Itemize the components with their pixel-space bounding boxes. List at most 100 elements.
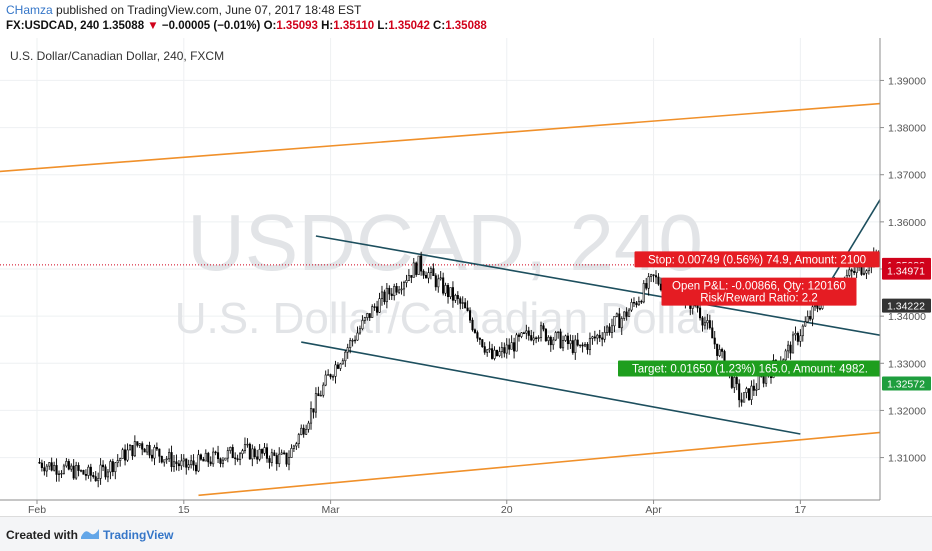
- down-arrow-icon: ▼: [147, 20, 158, 32]
- close-value: 1.35088: [445, 20, 487, 32]
- candle-body: [643, 283, 645, 302]
- candle-body: [352, 340, 354, 341]
- y-tick-label: 1.37000: [888, 170, 926, 182]
- candle-body: [337, 365, 339, 369]
- candle-body: [119, 459, 121, 461]
- candle-body: [293, 446, 295, 448]
- candle-body: [244, 445, 246, 451]
- candle-body: [599, 335, 601, 338]
- tradingview-brand[interactable]: TradingView: [103, 528, 173, 542]
- candle-body: [785, 351, 787, 360]
- low-label: L:: [377, 20, 388, 32]
- stop-label: Stop: 0.00749 (0.56%) 74.9, Amount: 2100: [635, 251, 880, 267]
- candle-body: [274, 453, 276, 456]
- candle-body: [812, 307, 814, 319]
- tradingview-logo-icon[interactable]: [80, 525, 100, 541]
- candle-body: [342, 361, 344, 364]
- candle-body: [584, 344, 586, 346]
- candle-body: [501, 348, 503, 352]
- candle-body: [183, 459, 185, 461]
- candle-body: [124, 450, 126, 460]
- candle-body: [278, 454, 280, 464]
- candle-body: [39, 462, 41, 463]
- candle-body: [743, 393, 745, 403]
- candle-body: [800, 336, 802, 342]
- candle-body: [489, 349, 491, 350]
- candle-body: [379, 299, 381, 313]
- candle-body: [530, 335, 532, 340]
- price-change: −0.00005 (−0.01%): [162, 20, 260, 32]
- candle-body: [428, 273, 430, 278]
- candle-body: [464, 303, 466, 308]
- candle-body: [93, 475, 95, 476]
- candle-body: [442, 278, 444, 293]
- candle-body: [704, 323, 706, 325]
- candle-body: [457, 295, 459, 298]
- candle-body: [508, 345, 510, 349]
- candle-body: [80, 470, 82, 471]
- candle-body: [707, 320, 709, 322]
- candle-body: [323, 385, 325, 395]
- candle-body: [48, 463, 50, 466]
- candle-body: [252, 449, 254, 459]
- candle-body: [269, 458, 271, 462]
- candle-body: [401, 289, 403, 290]
- candle-body: [592, 337, 594, 339]
- x-tick-label: 20: [501, 504, 513, 516]
- candle-body: [450, 288, 452, 297]
- candle-body: [61, 473, 63, 474]
- candle-body: [384, 292, 386, 302]
- candle-body: [102, 465, 104, 467]
- y-tick-label: 1.32000: [888, 405, 926, 417]
- candle-body: [523, 333, 525, 334]
- candle-body: [110, 462, 112, 472]
- candle-body: [181, 461, 183, 466]
- candle-body: [494, 350, 496, 358]
- candle-body: [173, 462, 175, 467]
- candle-body: [538, 338, 540, 339]
- candle-body: [127, 450, 129, 460]
- candle-body: [814, 306, 816, 307]
- chart-svg[interactable]: USDCAD, 240 U.S. Dollar/Canadian Dollar …: [0, 38, 932, 516]
- candle-body: [866, 271, 868, 274]
- candle-body: [367, 313, 369, 317]
- candle-body: [619, 314, 621, 328]
- candle-body: [636, 303, 638, 305]
- candle-body: [210, 462, 212, 464]
- last-price: 1.35088: [103, 20, 145, 32]
- candle-body: [386, 288, 388, 302]
- candle-body: [68, 461, 70, 469]
- candle-body: [44, 468, 46, 471]
- candle-body: [805, 322, 807, 326]
- candle-body: [738, 384, 740, 400]
- candle-body: [396, 286, 398, 292]
- candle-body: [97, 478, 99, 480]
- candle-body: [545, 329, 547, 341]
- candle-body: [792, 335, 794, 353]
- high-label: H:: [321, 20, 333, 32]
- candle-body: [604, 332, 606, 339]
- candle-body: [115, 463, 117, 472]
- candle-body: [90, 467, 92, 475]
- candle-body: [364, 318, 366, 321]
- candle-body: [88, 467, 90, 475]
- author-name[interactable]: CHamza: [6, 3, 53, 17]
- chart-area[interactable]: USDCAD, 240 U.S. Dollar/Canadian Dollar …: [0, 38, 932, 516]
- x-tick-label: Feb: [28, 504, 46, 516]
- candle-body: [645, 283, 647, 288]
- candle-body: [560, 332, 562, 348]
- candle-body: [349, 341, 351, 348]
- candle-body: [543, 326, 545, 329]
- candle-body: [445, 285, 447, 293]
- candle-body: [469, 311, 471, 321]
- candle-body: [58, 474, 60, 475]
- candle-body: [420, 256, 422, 271]
- candle-body: [345, 352, 347, 361]
- candle-body: [296, 444, 298, 446]
- candle-body: [582, 345, 584, 346]
- candle-body: [286, 453, 288, 464]
- candle-body: [185, 459, 187, 467]
- candle-body: [415, 263, 417, 275]
- candle-body: [467, 308, 469, 311]
- candle-body: [403, 283, 405, 289]
